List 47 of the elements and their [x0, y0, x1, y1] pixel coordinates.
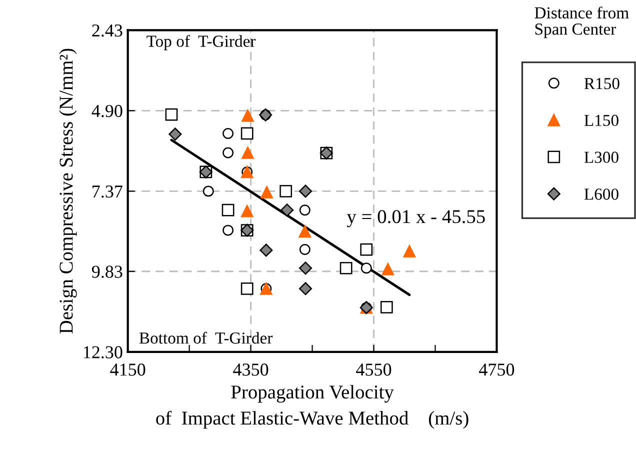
point: [242, 146, 254, 159]
annotation: Top of T-Girder: [146, 34, 256, 50]
point: [299, 244, 310, 256]
x-tick-label: 4550: [356, 364, 392, 376]
point: [240, 282, 254, 295]
legend-label: L600: [584, 188, 618, 200]
legend-label: R150: [584, 78, 620, 90]
annotation: y = 0.01 x - 45.55: [346, 210, 485, 228]
point: [202, 186, 214, 197]
x-tick-label: 4150: [110, 364, 146, 376]
y-tick-label: 7.37: [92, 185, 122, 198]
x-tick-label: 4350: [233, 364, 268, 376]
point: [260, 244, 273, 257]
point: [168, 128, 182, 141]
point: [360, 243, 373, 256]
point: [240, 127, 254, 140]
y-tick-label: 2.43: [92, 24, 122, 37]
y-axis-title: Design Compressive Stress (N/mm²): [59, 48, 77, 334]
legend-label: L150: [584, 114, 618, 126]
point: [298, 225, 312, 238]
x-axis-title: Propagation Velocity of Impact Elastic-Wave Method (m/s): [156, 384, 468, 429]
point: [298, 262, 312, 275]
annotation: Bottom of T-Girder: [139, 332, 273, 344]
point: [280, 185, 292, 198]
point: [222, 128, 234, 139]
point: [222, 224, 234, 236]
point: [280, 204, 294, 217]
point: [382, 262, 394, 276]
point: [298, 282, 312, 296]
point: [222, 147, 234, 158]
point: [299, 204, 310, 216]
y-tick-label: 4.90: [92, 104, 122, 118]
point: [260, 186, 273, 198]
point: [360, 262, 372, 274]
point: [380, 301, 393, 314]
point: [165, 108, 178, 121]
point: [222, 204, 234, 216]
legend-label: L300: [584, 152, 618, 163]
point: [242, 109, 254, 122]
point: [340, 262, 352, 274]
point: [298, 184, 312, 198]
y-tick-label: 12.30: [84, 346, 122, 358]
x-tick-label: 4750: [479, 364, 514, 376]
point: [240, 204, 254, 218]
y-tick-label: 9.83: [92, 266, 122, 278]
legend-title: Distance from Span Center: [534, 6, 629, 38]
point: [403, 244, 416, 258]
